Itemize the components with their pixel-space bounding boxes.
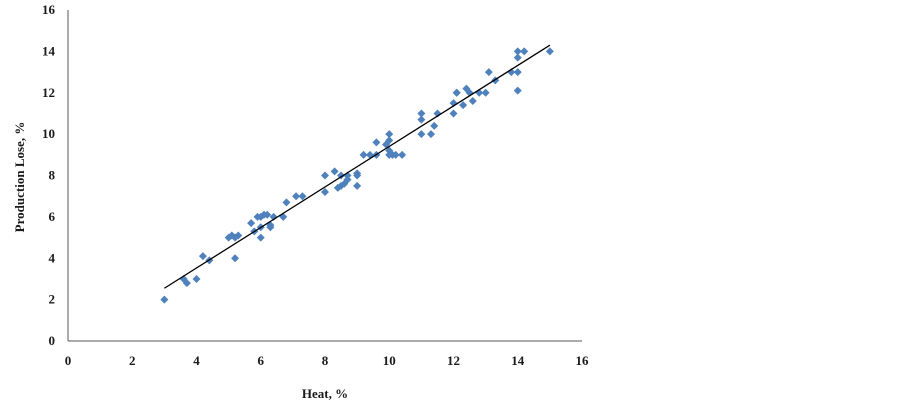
data-point — [513, 47, 522, 56]
data-point — [513, 53, 522, 62]
data-point — [321, 171, 329, 180]
x-tick-label: 6 — [258, 353, 265, 368]
data-point — [263, 210, 272, 219]
x-tick-label: 12 — [447, 353, 460, 368]
data-point — [231, 254, 240, 263]
x-tick-label: 2 — [129, 353, 136, 368]
data-point — [417, 130, 426, 139]
data-point — [513, 86, 522, 95]
x-axis-title: Heat, % — [302, 386, 348, 401]
x-tick-label: 0 — [65, 353, 72, 368]
data-point — [292, 192, 301, 201]
y-tick-label: 0 — [49, 333, 56, 348]
data-point — [520, 47, 529, 56]
y-tick-label: 16 — [42, 2, 56, 17]
y-tick-label: 10 — [42, 126, 55, 141]
data-point — [247, 219, 256, 228]
y-tick-label: 6 — [49, 209, 56, 224]
y-tick-label: 12 — [42, 85, 55, 100]
data-point — [182, 279, 191, 288]
trendline — [164, 44, 551, 289]
data-point — [372, 138, 381, 147]
data-point — [198, 252, 207, 261]
x-tick-label: 4 — [193, 353, 200, 368]
data-point — [160, 295, 169, 304]
data-point — [279, 212, 288, 221]
data-points — [160, 47, 554, 304]
data-point — [359, 150, 368, 159]
data-point — [385, 130, 394, 139]
x-tick-label: 16 — [576, 353, 590, 368]
data-point — [330, 167, 339, 176]
data-point — [353, 181, 362, 190]
data-point — [234, 231, 243, 240]
x-tick-labels: 0 2 4 6 8 10 12 14 16 — [65, 353, 589, 368]
data-point — [417, 109, 426, 118]
x-tick-label: 8 — [322, 353, 329, 368]
data-point — [192, 274, 201, 283]
data-point — [481, 88, 490, 97]
data-point — [513, 68, 522, 77]
y-tick-label: 4 — [49, 250, 56, 265]
data-point — [484, 68, 493, 77]
data-point — [353, 169, 362, 178]
data-point — [449, 109, 458, 118]
data-point — [391, 150, 400, 159]
data-point — [430, 121, 439, 130]
x-tick-label: 14 — [511, 353, 525, 368]
data-point — [385, 136, 394, 145]
data-point — [256, 233, 265, 242]
y-tick-label: 2 — [49, 292, 56, 307]
data-point — [398, 150, 407, 159]
data-point — [452, 88, 461, 97]
data-point — [545, 47, 554, 56]
data-point — [427, 130, 436, 139]
y-tick-label: 14 — [42, 43, 56, 58]
data-point — [417, 115, 426, 124]
data-point — [343, 175, 352, 184]
x-tick-label: 10 — [383, 353, 396, 368]
data-point — [468, 97, 477, 106]
y-tick-label: 8 — [49, 168, 56, 183]
y-tick-labels: 0 2 4 6 8 10 12 14 16 — [42, 2, 56, 348]
y-axis-title: Production Lose, % — [12, 122, 27, 233]
data-point — [282, 198, 291, 207]
data-point — [321, 188, 329, 197]
data-point — [298, 192, 307, 201]
data-point — [459, 101, 468, 110]
